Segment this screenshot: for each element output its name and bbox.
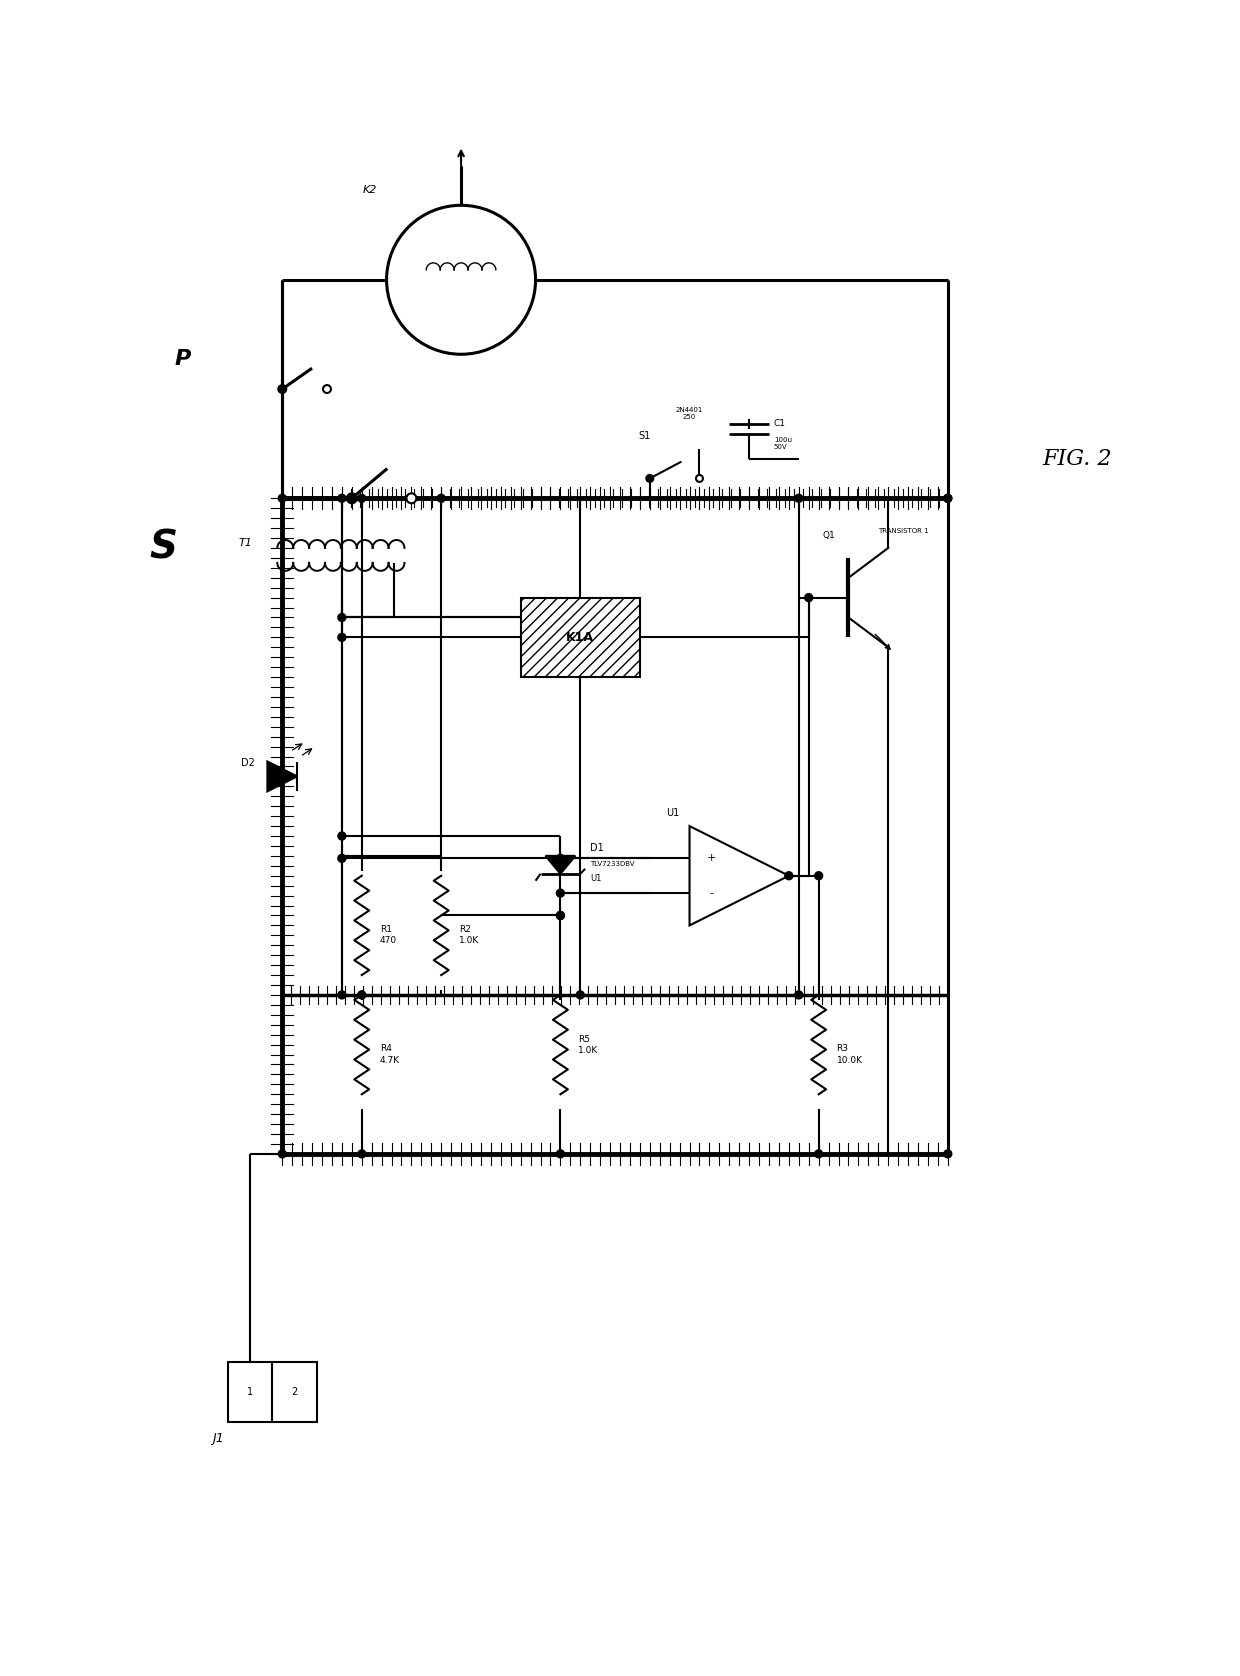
Text: R4
4.7K: R4 4.7K [379, 1044, 399, 1064]
Text: J1: J1 [212, 1431, 223, 1445]
Circle shape [407, 493, 417, 503]
Circle shape [387, 204, 536, 354]
Circle shape [557, 912, 564, 920]
Circle shape [795, 494, 802, 503]
Bar [521, 598, 640, 677]
Text: P: P [175, 349, 191, 369]
Circle shape [339, 831, 346, 840]
Polygon shape [546, 856, 575, 873]
Circle shape [557, 912, 564, 920]
Circle shape [557, 855, 564, 863]
Circle shape [322, 385, 331, 392]
Bar [228, 1363, 317, 1421]
Text: +: + [707, 853, 717, 863]
Circle shape [805, 593, 812, 602]
Text: TLV7233DBV: TLV7233DBV [590, 861, 635, 866]
Text: R1
470: R1 470 [379, 925, 397, 945]
Circle shape [438, 494, 445, 503]
Text: R3
10.0K: R3 10.0K [837, 1044, 863, 1064]
Text: 100u
50V: 100u 50V [774, 437, 792, 451]
Circle shape [339, 855, 346, 863]
Circle shape [339, 613, 346, 622]
Circle shape [795, 991, 802, 999]
Text: TRANSISTOR 1: TRANSISTOR 1 [878, 528, 929, 535]
Circle shape [339, 494, 346, 503]
Text: U1: U1 [590, 873, 601, 883]
Polygon shape [268, 761, 298, 791]
Circle shape [577, 991, 584, 999]
Circle shape [646, 474, 653, 483]
Text: U1: U1 [666, 808, 680, 818]
Circle shape [944, 1150, 952, 1158]
Circle shape [557, 890, 564, 897]
Circle shape [557, 1150, 564, 1158]
Circle shape [347, 493, 357, 503]
Text: R5
1.0K: R5 1.0K [578, 1034, 599, 1054]
Text: K2: K2 [362, 186, 377, 196]
Text: 2N4401
250: 2N4401 250 [676, 407, 703, 419]
Text: Q1: Q1 [822, 531, 835, 540]
Circle shape [696, 474, 703, 483]
Circle shape [815, 1150, 822, 1158]
Ellipse shape [471, 268, 501, 292]
Circle shape [944, 494, 952, 503]
Circle shape [358, 1150, 366, 1158]
Text: C1: C1 [774, 419, 786, 429]
Text: S: S [149, 530, 177, 566]
Circle shape [785, 872, 792, 880]
Text: 2: 2 [291, 1388, 298, 1398]
Ellipse shape [422, 268, 451, 292]
Polygon shape [689, 826, 789, 925]
Text: K1A: K1A [567, 630, 594, 644]
Text: T1: T1 [238, 538, 253, 548]
Text: S1: S1 [639, 431, 651, 441]
Circle shape [358, 991, 366, 999]
Text: -: - [709, 888, 714, 898]
Text: D1: D1 [590, 843, 604, 853]
Circle shape [339, 991, 346, 999]
Circle shape [815, 872, 822, 880]
Circle shape [278, 494, 286, 503]
Text: D2: D2 [241, 759, 254, 769]
Circle shape [278, 1150, 286, 1158]
Circle shape [278, 385, 286, 392]
Text: 1: 1 [247, 1388, 253, 1398]
Text: FIG. 2: FIG. 2 [1042, 447, 1112, 469]
Text: R2
1.0K: R2 1.0K [459, 925, 480, 945]
Circle shape [358, 494, 366, 503]
Circle shape [339, 634, 346, 642]
Circle shape [944, 494, 952, 503]
